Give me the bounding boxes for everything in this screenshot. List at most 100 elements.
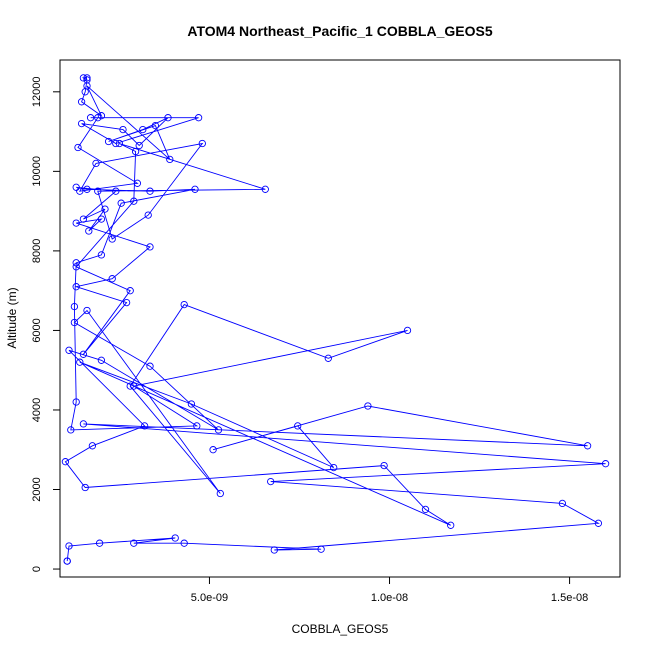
- data-point: [61, 458, 70, 466]
- data-point: [126, 382, 134, 390]
- data-point: [164, 114, 172, 122]
- y-axis-label: Altitude (m): [5, 287, 19, 348]
- data-point: [146, 243, 154, 251]
- data-point: [92, 159, 100, 168]
- data-point: [133, 179, 142, 187]
- data-point: [88, 442, 97, 450]
- data-point: [194, 114, 203, 122]
- data-point: [85, 227, 93, 235]
- data-point: [97, 251, 106, 259]
- data-point: [108, 275, 116, 283]
- data-point: [214, 426, 223, 434]
- data-point: [180, 539, 188, 547]
- data-point: [119, 125, 127, 134]
- data-point: [81, 88, 89, 96]
- data-point: [65, 346, 73, 354]
- chart-title: ATOM4 Northeast_Pacific_1 COBBLA_GEOS5: [187, 23, 492, 39]
- y-tick-label: 10000: [31, 156, 43, 187]
- x-tick-label: 1.0e-08: [371, 592, 408, 604]
- data-point: [79, 74, 88, 82]
- data-point: [364, 402, 372, 410]
- y-tick-label: 2000: [31, 477, 43, 501]
- data-point: [79, 215, 88, 223]
- data-point: [70, 318, 79, 327]
- data-point: [72, 259, 80, 267]
- data-point: [171, 534, 179, 542]
- data-point: [180, 300, 188, 309]
- data-point: [70, 302, 79, 311]
- data-point: [583, 442, 592, 450]
- data-point: [97, 112, 106, 120]
- data-point: [76, 358, 84, 366]
- data-point: [324, 354, 332, 362]
- y-tick-label: 4000: [31, 398, 43, 422]
- data-point: [81, 483, 89, 492]
- data-point: [144, 211, 152, 219]
- y-tick-label: 12000: [31, 77, 43, 108]
- data-point: [151, 121, 160, 130]
- data-point: [294, 422, 302, 430]
- data-point: [380, 461, 388, 470]
- data-point: [209, 446, 217, 454]
- data-point: [63, 557, 71, 565]
- data-point: [191, 185, 199, 193]
- data-point: [166, 155, 174, 164]
- data-point: [146, 187, 154, 195]
- data-point: [74, 143, 82, 152]
- plot-frame: [59, 59, 621, 578]
- x-tick-label: 1.5e-08: [551, 592, 588, 604]
- data-point: [317, 545, 325, 553]
- series-line: [64, 77, 606, 562]
- data-point: [330, 463, 338, 472]
- data-point: [104, 137, 113, 146]
- data-point: [79, 350, 88, 358]
- data-point: [94, 114, 102, 122]
- data-point: [67, 426, 75, 434]
- y-tick-label: 6000: [31, 318, 43, 342]
- data-point: [115, 139, 124, 148]
- data-point: [95, 539, 104, 547]
- data-point: [97, 215, 106, 223]
- data-point: [140, 422, 149, 430]
- data-point: [421, 505, 430, 514]
- data-point: [72, 219, 80, 227]
- data-point: [267, 477, 275, 486]
- data-point: [117, 199, 125, 207]
- data-point: [72, 283, 80, 291]
- data-point: [601, 460, 610, 468]
- y-tick-label: 0: [31, 566, 43, 572]
- data-point: [112, 187, 120, 195]
- data-point: [403, 326, 412, 335]
- data-point: [94, 187, 102, 195]
- data-point: [77, 119, 86, 128]
- x-tick-label: 5.0e-09: [191, 592, 228, 604]
- data-point: [216, 489, 224, 498]
- data-point: [135, 141, 143, 150]
- data-point: [558, 499, 567, 508]
- data-point: [86, 114, 95, 122]
- data-point: [198, 139, 206, 148]
- data-point: [122, 298, 131, 307]
- data-point: [187, 400, 196, 408]
- data-point: [270, 546, 278, 554]
- data-point: [139, 125, 147, 134]
- data-point: [126, 287, 134, 295]
- data-point: [130, 539, 138, 547]
- data-point: [72, 183, 80, 191]
- data-point: [447, 521, 455, 529]
- data-point: [112, 139, 120, 148]
- data-point: [101, 205, 109, 213]
- data-point: [77, 98, 86, 106]
- data-point: [261, 185, 269, 193]
- data-point: [83, 76, 91, 84]
- data-point: [72, 263, 80, 271]
- data-point: [72, 398, 80, 406]
- data-point: [146, 362, 154, 370]
- x-axis-label: COBBLA_GEOS5: [292, 622, 389, 636]
- y-tick-label: 8000: [31, 239, 43, 263]
- data-point: [97, 356, 106, 364]
- data-point: [594, 519, 603, 527]
- data-point: [193, 422, 201, 430]
- y-axis: 0 2000 4000 6000 8000 10000 12000: [31, 77, 61, 572]
